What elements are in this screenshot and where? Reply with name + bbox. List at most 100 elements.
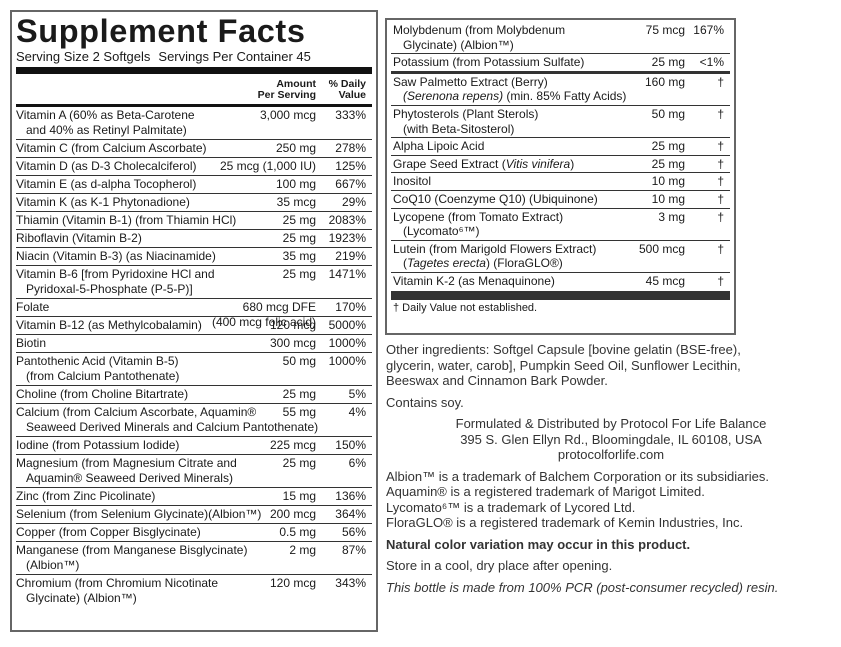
nutrient-row: Selenium (from Selenium Glycinate)(Albio…: [16, 505, 372, 523]
daily-value: †: [717, 139, 724, 154]
text-line: Vitamin B-6 [from Pyridoxine HCl and: [16, 267, 215, 281]
amount: 120 mcg: [269, 318, 316, 332]
text-line: Folate: [16, 300, 50, 314]
daily-value: 343%: [335, 576, 366, 590]
nutrient-name: Vitamin K-2 (as Menaquinone): [393, 274, 730, 289]
text-segment: Grape Seed Extract (: [393, 156, 506, 171]
amount: 120 mcg: [269, 576, 316, 590]
text-line: Niacin (Vitamin B-3) (as Niacinamide): [16, 249, 216, 263]
notes: Other ingredients: Softgel Capsule [bovi…: [386, 342, 836, 601]
nutrient-name: CoQ10 (Coenzyme Q10) (Ubiquinone): [393, 192, 730, 207]
nutrient-name: Vitamin B-6 [from Pyridoxine HCl and Pyri…: [16, 267, 372, 297]
daily-value: †: [717, 273, 724, 288]
text-line: Grape Seed Extract (Vitis vinifera): [393, 157, 730, 172]
nutrient-name: Lutein (from Marigold Flowers Extract) (T…: [393, 242, 730, 271]
text-segment: Vitis vinifera: [505, 156, 571, 171]
daily-value: 5%: [348, 387, 366, 401]
nutrient-name: Choline (from Choline Bitartrate): [16, 387, 372, 402]
nutrient-name: Inositol: [393, 174, 730, 189]
text-line: Vitamin D (as D-3 Cholecalciferol): [16, 159, 197, 173]
nutrient-row: CoQ10 (Coenzyme Q10) (Ubiquinone) 10 mg †: [391, 189, 730, 208]
daily-value: 1471%: [328, 267, 366, 281]
daily-value: 278%: [335, 141, 366, 155]
text-segment: (: [403, 256, 407, 271]
amount: 0.5 mg: [279, 525, 316, 539]
nutrient-name: Phytosterols (Plant Sterols) (with Beta-S…: [393, 107, 730, 136]
text-line: CoQ10 (Coenzyme Q10) (Ubiquinone): [393, 191, 598, 206]
text-line: (from Calcium Pantothenate): [26, 369, 180, 383]
daily-value: 125%: [335, 159, 366, 173]
serving-size: Serving Size 2 Softgels: [16, 49, 151, 64]
nutrient-name: Vitamin C (from Calcium Ascorbate): [16, 141, 372, 156]
amount: 680 mcg DFE (400 mcg folic acid): [202, 300, 316, 330]
nutrient-row: Vitamin K-2 (as Menaquinone) 45 mcg †: [391, 271, 730, 290]
nutrient-row: Copper (from Copper Bisglycinate) 0.5 mg 5…: [16, 523, 372, 541]
daily-value: 219%: [335, 249, 366, 263]
text-line: Vitamin B-12 (as Methylcobalamin): [16, 318, 202, 332]
text-line: Potassium (from Potassium Sulfate): [393, 55, 585, 70]
amount: 500 mcg: [638, 241, 685, 256]
text-line: Molybdenum (from Molybdenum: [393, 23, 566, 37]
text-line: 395 S. Glen Ellyn Rd., Bloomingdale, IL …: [460, 431, 762, 447]
nutrient-row: Vitamin D (as D-3 Cholecalciferol) 25 mcg…: [16, 157, 372, 175]
daily-value: 5000%: [328, 318, 366, 332]
nutrient-name: Vitamin K (as K-1 Phytonadione): [16, 195, 372, 210]
daily-value: 136%: [335, 489, 366, 503]
amount: 50 mg: [282, 354, 316, 368]
nutrient-row: Folate 680 mcg DFE (400 mcg folic acid) 170…: [16, 298, 372, 329]
text-line: Aquamin® Seaweed Derived Minerals): [26, 471, 233, 485]
nutrient-row: Manganese (from Manganese Bisglycinate)(…: [16, 541, 372, 574]
text-line: Glycinate) (Albion™): [26, 591, 137, 605]
text-line: glycerin, water, carob], Pumpkin Seed Oi…: [386, 357, 741, 373]
nutrient-row: Choline (from Choline Bitartrate) 25 mg 5%: [16, 385, 372, 403]
text-line: Beeswax and Cinnamon Bark Powder.: [386, 373, 608, 388]
amount: 225 mcg: [269, 438, 316, 452]
daily-value: †: [717, 74, 724, 89]
amount: 300 mcg: [269, 336, 316, 350]
amount: 25 mg: [651, 55, 685, 70]
allergen: Contains soy.: [386, 394, 464, 410]
text-line: Per Serving: [257, 89, 316, 101]
daily-value: 364%: [335, 507, 366, 521]
text-segment: (min. 85% Fatty Acids): [503, 89, 627, 104]
text-line: FloraGLO® is a registered trademark of K…: [386, 515, 744, 530]
amount: 250 mg: [275, 141, 316, 155]
nutrient-row: Phytosterols (Plant Sterols) (with Beta-S…: [391, 104, 730, 137]
text-segment: (Serenona repens): [403, 89, 504, 104]
text-line: % Daily: [328, 78, 366, 90]
nutrient-name: Potassium (from Potassium Sulfate): [393, 55, 730, 70]
text-line: Lutein (from Marigold Flowers Extract): [393, 241, 597, 256]
nutrient-name: Lycopene (from Tomato Extract) (Lycomato⁶…: [393, 210, 730, 239]
text-line: Iodine (from Potassium Iodide): [16, 438, 180, 452]
text-line: Riboflavin (Vitamin B-2): [16, 231, 142, 245]
daily-value: 1000%: [328, 354, 366, 368]
nutrient-row: Vitamin B-12 (as Methylcobalamin) 120 mcg…: [16, 316, 372, 334]
nutrient-name: Riboflavin (Vitamin B-2): [16, 231, 372, 246]
amount: 25 mg: [282, 387, 316, 401]
text-line: Vitamin E (as d-alpha Tocopherol): [16, 177, 197, 191]
nutrient-name: Vitamin B-12 (as Methylcobalamin): [16, 318, 372, 333]
text-line: Zinc (from Zinc Picolinate): [16, 489, 156, 503]
daily-value: 150%: [335, 438, 366, 452]
amount: 25 mg: [651, 156, 685, 171]
nutrient-row: Vitamin C (from Calcium Ascorbate) 250 mg…: [16, 139, 372, 157]
nutrient-name: Copper (from Copper Bisglycinate): [16, 525, 372, 540]
nutrient-row: Potassium (from Potassium Sulfate) 25 mg <…: [391, 53, 730, 73]
daily-value: 1000%: [328, 336, 366, 350]
divider: [16, 67, 372, 74]
nutrient-row: Biotin 300 mcg 1000%: [16, 334, 372, 352]
nutrient-row: Inositol 10 mg †: [391, 172, 730, 190]
text-line: Vitamin K (as K-1 Phytonadione): [16, 195, 190, 209]
nutrient-name: Folate: [16, 300, 372, 315]
amount: 75 mcg: [645, 23, 685, 37]
amount: 25 mg: [282, 231, 316, 245]
dv-header: % Daily Value: [329, 79, 366, 101]
daily-value: †: [717, 191, 724, 206]
amount: 3 mg: [658, 209, 685, 224]
amount: 25 mg: [282, 213, 316, 227]
text-line: (with Beta-Sitosterol): [403, 121, 515, 136]
column-header: Amount Per Serving % Daily Value: [16, 74, 372, 104]
daily-value: †: [717, 174, 724, 189]
amount: 15 mg: [282, 489, 316, 503]
nutrient-row: Lutein (from Marigold Flowers Extract) (T…: [391, 239, 730, 272]
